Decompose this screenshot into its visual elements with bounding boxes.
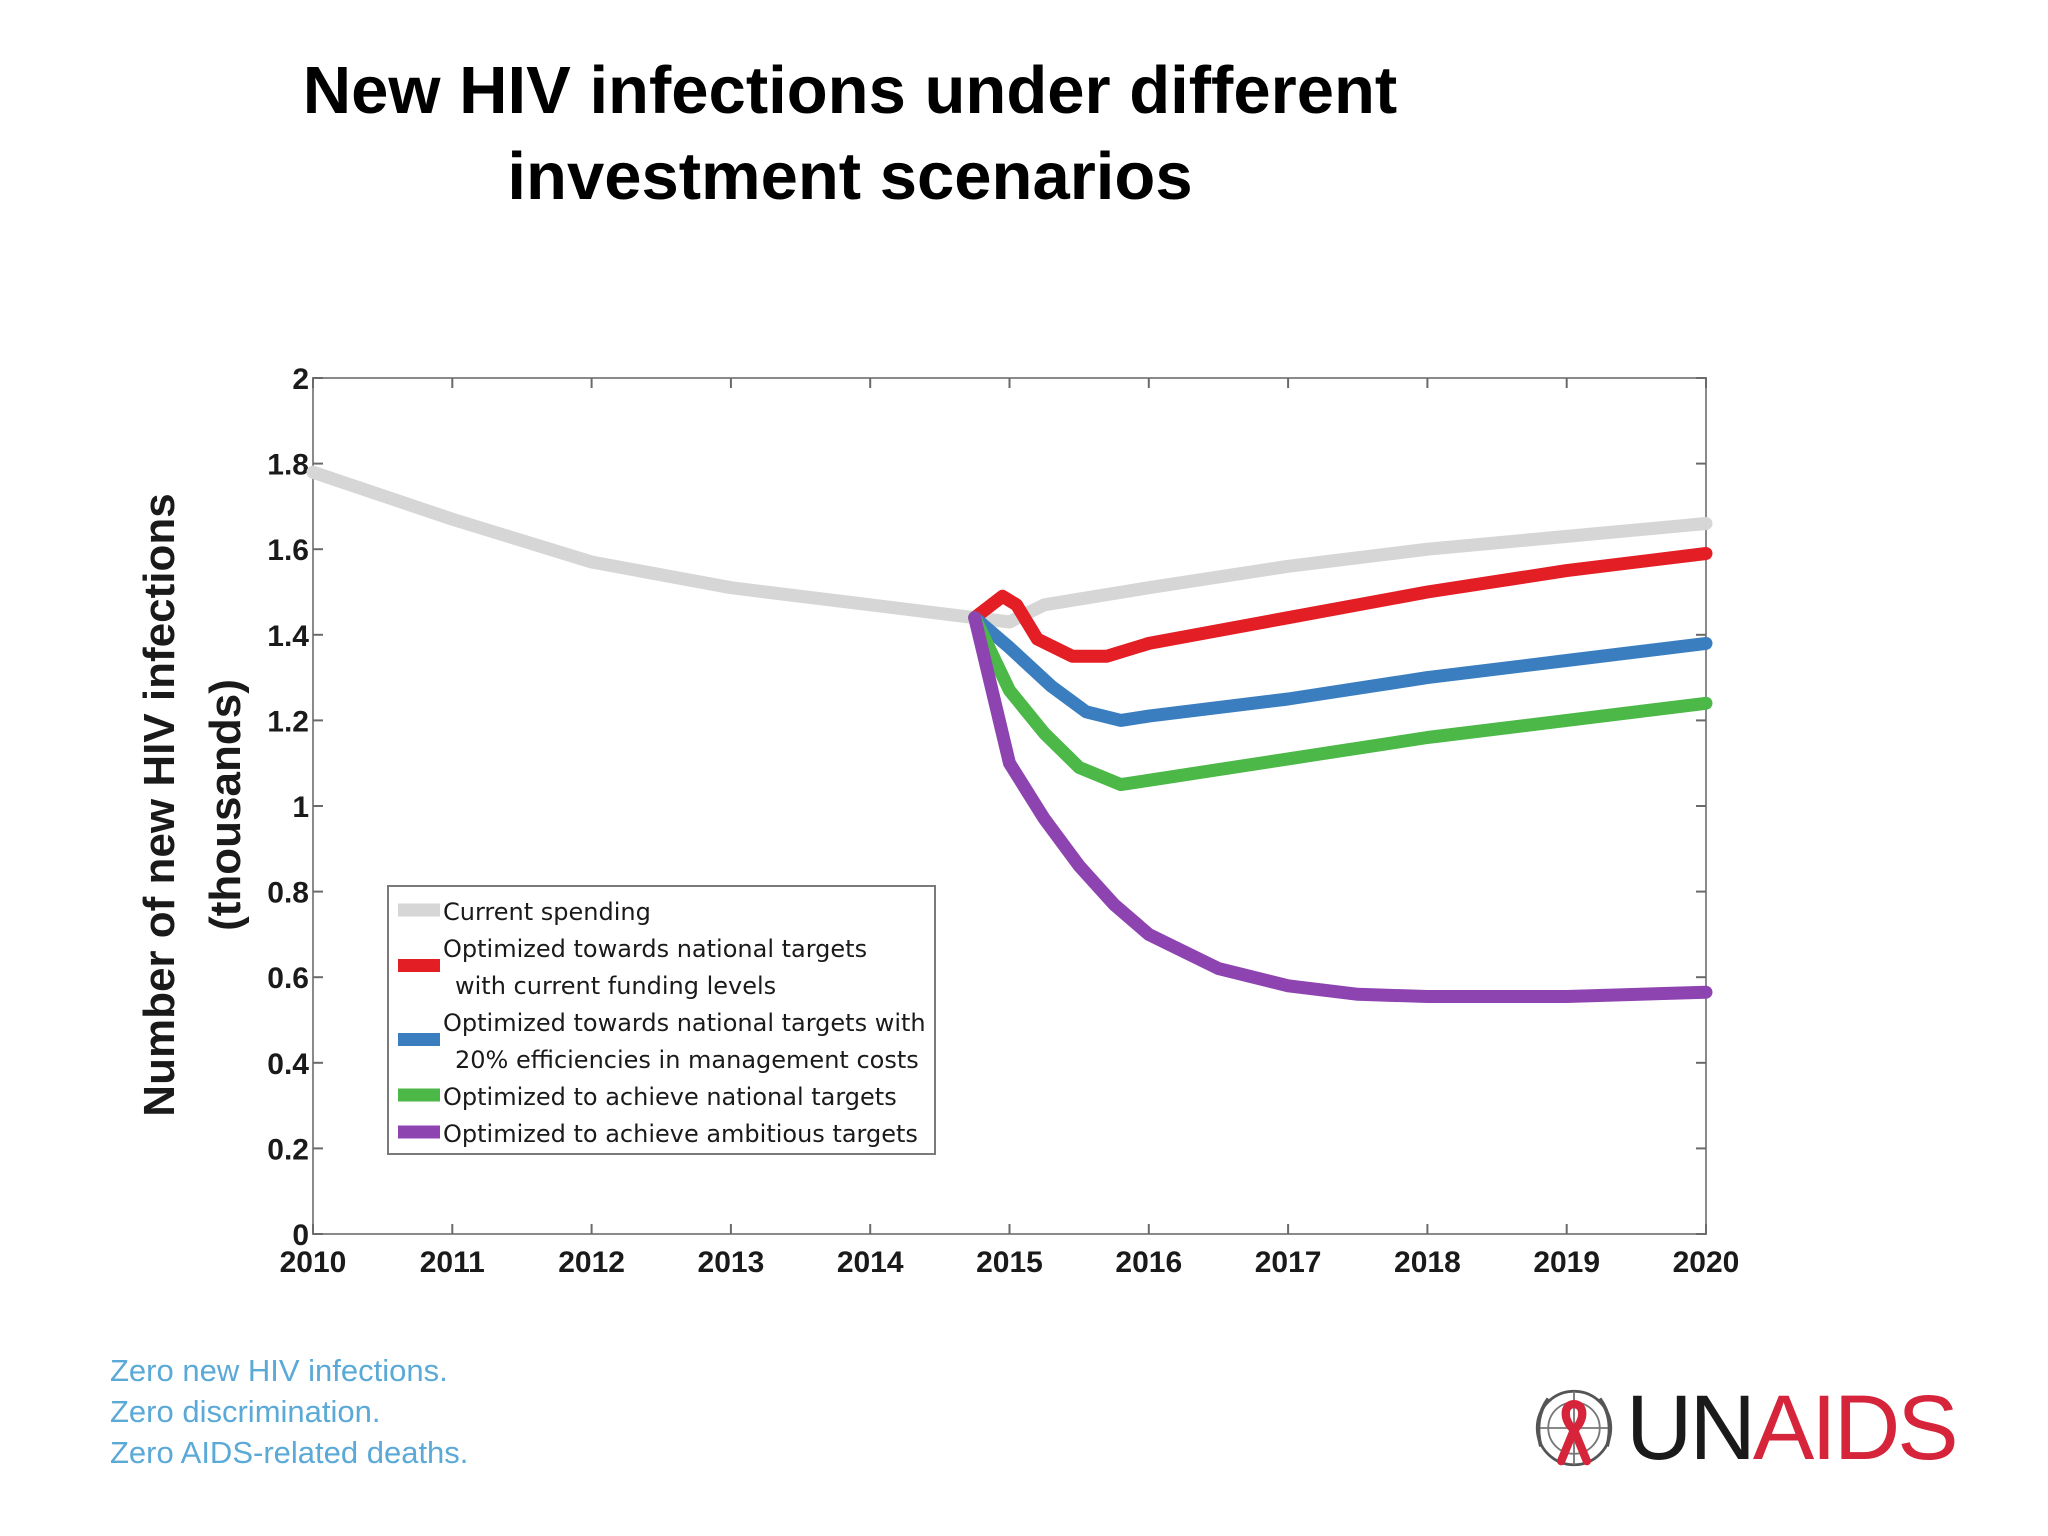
y-tick-label: 1.8 — [267, 449, 309, 482]
series-line-current — [306, 465, 1713, 629]
legend-label-national_targets: Optimized to achieve national targets — [443, 1083, 897, 1111]
y-tick-label: 0.2 — [267, 1133, 309, 1166]
x-tick-label: 2017 — [1255, 1246, 1322, 1279]
unaids-logo: UNAIDS — [1528, 1378, 1959, 1478]
legend-label-national_20pct_efficiency: 20% efficiencies in management costs — [455, 1046, 919, 1074]
logo-text-un: UN — [1626, 1377, 1756, 1479]
x-tick-label: 2010 — [280, 1246, 347, 1279]
slide-title-line-2: investment scenarios — [507, 139, 1193, 214]
y-tick-label: 1.6 — [267, 534, 309, 567]
legend-label-national_20pct_efficiency: Optimized towards national targets with — [443, 1009, 926, 1037]
y-tick-label: 0.4 — [267, 1048, 309, 1081]
y-axis-label-line-2: (thousands) — [201, 679, 250, 931]
series-line-ambitious_targets — [968, 611, 1713, 1003]
legend-label-national_current_funding: with current funding levels — [455, 972, 776, 1000]
y-tick-label: 0 — [292, 1219, 309, 1252]
y-tick-label: 1.4 — [267, 620, 309, 653]
series-line-national_current_funding — [968, 547, 1713, 663]
y-tick-label: 0.6 — [267, 962, 309, 995]
legend-box — [387, 885, 936, 1155]
x-tick-label: 2013 — [698, 1246, 765, 1279]
slide-title: New HIV infections under different inves… — [200, 48, 1500, 220]
series-line-national_targets — [968, 611, 1713, 792]
legend-label-ambitious_targets: Optimized to achieve ambitious targets — [443, 1120, 918, 1148]
y-tick-label: 0.8 — [267, 877, 309, 910]
x-tick-label: 2018 — [1394, 1246, 1461, 1279]
x-tick-label: 2012 — [558, 1246, 625, 1279]
x-tick-label: 2019 — [1533, 1246, 1600, 1279]
tagline-line-1: Zero new HIV infections. — [110, 1353, 448, 1388]
unaids-wordmark: UNAIDS — [1626, 1377, 1959, 1479]
tagline-line-3: Zero AIDS-related deaths. — [110, 1435, 469, 1470]
footer-tagline: Zero new HIV infections. Zero discrimina… — [110, 1350, 468, 1473]
x-tick-label: 2020 — [1673, 1246, 1740, 1279]
y-axis-label-line-1: Number of new HIV infections — [135, 493, 184, 1116]
y-tick-label: 1 — [292, 791, 309, 824]
x-tick-label: 2015 — [976, 1246, 1043, 1279]
logo-text-aids: AIDS — [1752, 1377, 1959, 1479]
x-tick-label: 2016 — [1115, 1246, 1182, 1279]
un-emblem-red-ribbon-icon — [1535, 1389, 1613, 1467]
tagline-line-2: Zero discrimination. — [110, 1394, 381, 1429]
x-tick-label: 2014 — [837, 1246, 904, 1279]
legend-label-current: Current spending — [443, 898, 651, 926]
y-tick-label: 1.2 — [267, 705, 309, 738]
legend-label-national_current_funding: Optimized towards national targets — [443, 935, 867, 963]
slide-title-line-1: New HIV infections under different — [302, 53, 1398, 128]
y-tick-label: 2 — [292, 363, 309, 396]
series-line-national_20pct_efficiency — [968, 611, 1713, 727]
x-tick-label: 2011 — [420, 1246, 485, 1279]
